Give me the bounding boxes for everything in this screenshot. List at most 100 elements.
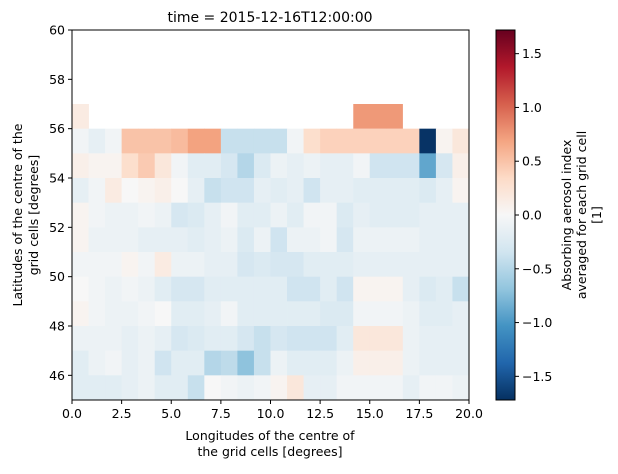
heatmap-cell bbox=[138, 227, 156, 253]
colorbar-tick-label: −0.5 bbox=[522, 261, 552, 276]
heatmap-cell bbox=[121, 301, 139, 327]
heatmap-cell bbox=[105, 128, 123, 154]
heatmap-cell bbox=[402, 326, 420, 352]
colorbar-label-line3: [1] bbox=[589, 206, 604, 224]
heatmap-cell bbox=[369, 178, 387, 204]
heatmap-cell bbox=[72, 128, 89, 154]
heatmap-cell bbox=[419, 178, 437, 204]
heatmap-cell bbox=[270, 252, 288, 278]
heatmap-cell bbox=[105, 326, 123, 352]
heatmap-cell bbox=[386, 276, 404, 302]
heatmap-cell bbox=[386, 202, 404, 228]
heatmap-cell bbox=[369, 252, 387, 278]
heatmap-cell bbox=[72, 252, 89, 278]
heatmap-cell bbox=[386, 227, 404, 253]
heatmap-cell bbox=[105, 301, 123, 327]
heatmap-cell bbox=[88, 153, 106, 179]
y-tick-label: 58 bbox=[49, 72, 65, 87]
heatmap-cell bbox=[187, 128, 205, 154]
colorbar-tick-label: 1.0 bbox=[522, 100, 542, 115]
heatmap-cell bbox=[187, 375, 205, 401]
heatmap-cell bbox=[369, 153, 387, 179]
heatmap-cell bbox=[270, 227, 288, 253]
x-axis-label-line1: Longitudes of the centre of bbox=[185, 428, 355, 443]
heatmap-cell bbox=[320, 227, 338, 253]
heatmap-cell bbox=[105, 153, 123, 179]
heatmap-cell bbox=[270, 202, 288, 228]
heatmap-cell bbox=[121, 326, 139, 352]
heatmap-cell bbox=[121, 128, 139, 154]
heatmap-cell bbox=[435, 301, 453, 327]
heatmap-cell bbox=[369, 375, 387, 401]
heatmap-cell bbox=[336, 375, 354, 401]
heatmap-cell bbox=[336, 202, 354, 228]
y-axis-label-line2: grid cells [degrees] bbox=[26, 155, 41, 276]
heatmap-cell bbox=[435, 375, 453, 401]
heatmap-cell bbox=[402, 375, 420, 401]
heatmap-cell bbox=[138, 276, 156, 302]
heatmap-cell bbox=[187, 350, 205, 376]
colorbar-axis: −1.5 −1.0 −0.5 0.0 0.5 1.0 1.5 bbox=[515, 46, 552, 384]
heatmap-cell bbox=[72, 227, 89, 253]
heatmap-cell bbox=[402, 276, 420, 302]
y-tick-label: 48 bbox=[49, 319, 65, 334]
heatmap-cell bbox=[171, 227, 189, 253]
heatmap-cell bbox=[287, 252, 304, 278]
heatmap-cell bbox=[303, 350, 321, 376]
heatmap-cell bbox=[320, 252, 338, 278]
heatmap-cell bbox=[105, 252, 123, 278]
heatmap-cell bbox=[187, 276, 205, 302]
heatmap-cell bbox=[435, 202, 453, 228]
colorbar-tick-label: −1.0 bbox=[522, 315, 552, 330]
heatmap-cell bbox=[72, 326, 89, 352]
heatmap-cell bbox=[121, 276, 139, 302]
heatmap-cell bbox=[88, 326, 106, 352]
heatmap-cell bbox=[353, 128, 371, 154]
heatmap-cell bbox=[171, 350, 189, 376]
heatmap-cell bbox=[154, 276, 172, 302]
heatmap-cell bbox=[138, 128, 156, 154]
heatmap-cell bbox=[353, 104, 403, 129]
heatmap-cell bbox=[386, 128, 404, 154]
heatmap-cell bbox=[253, 128, 271, 154]
colorbar-tick-label: 0.0 bbox=[522, 208, 542, 223]
heatmap-cell bbox=[353, 350, 371, 376]
heatmap-cell bbox=[452, 252, 470, 278]
y-tick-label: 52 bbox=[49, 220, 65, 235]
heatmap-cell bbox=[303, 202, 321, 228]
heatmap-cell bbox=[220, 276, 238, 302]
heatmap-cell bbox=[237, 178, 255, 204]
heatmap-cell bbox=[72, 104, 89, 130]
heatmap-cell bbox=[303, 128, 321, 154]
heatmap-cell bbox=[303, 153, 321, 179]
heatmap-cell bbox=[320, 128, 338, 154]
heatmap-cell bbox=[369, 128, 387, 154]
heatmap-cell bbox=[187, 153, 205, 179]
y-tick-label: 46 bbox=[49, 368, 65, 383]
heatmap-cell bbox=[369, 227, 387, 253]
heatmap-cell bbox=[386, 178, 404, 204]
heatmap-cell bbox=[154, 178, 172, 204]
heatmap-cell bbox=[171, 375, 189, 401]
heatmap-cell bbox=[121, 350, 139, 376]
heatmap-cell bbox=[121, 153, 139, 179]
x-tick-label: 2.5 bbox=[112, 406, 132, 421]
heatmap-cell bbox=[336, 326, 354, 352]
y-tick-label: 56 bbox=[49, 121, 65, 136]
heatmap-cell bbox=[138, 252, 156, 278]
heatmap-cell bbox=[154, 227, 172, 253]
heatmap-cell bbox=[336, 128, 354, 154]
heatmap-cell bbox=[220, 326, 238, 352]
heatmap-cell bbox=[452, 375, 470, 401]
heatmap-cell bbox=[353, 326, 371, 352]
heatmap-cell bbox=[220, 301, 238, 327]
heatmap-cell bbox=[121, 178, 139, 204]
heatmap-cell bbox=[435, 178, 453, 204]
heatmap-cell bbox=[88, 375, 106, 401]
heatmap-cell bbox=[386, 252, 404, 278]
heatmap-cell bbox=[287, 227, 304, 253]
heatmap-cell bbox=[287, 375, 304, 401]
y-tick-label: 50 bbox=[49, 269, 65, 284]
heatmap-cell bbox=[138, 301, 156, 327]
heatmap-cell bbox=[270, 326, 288, 352]
